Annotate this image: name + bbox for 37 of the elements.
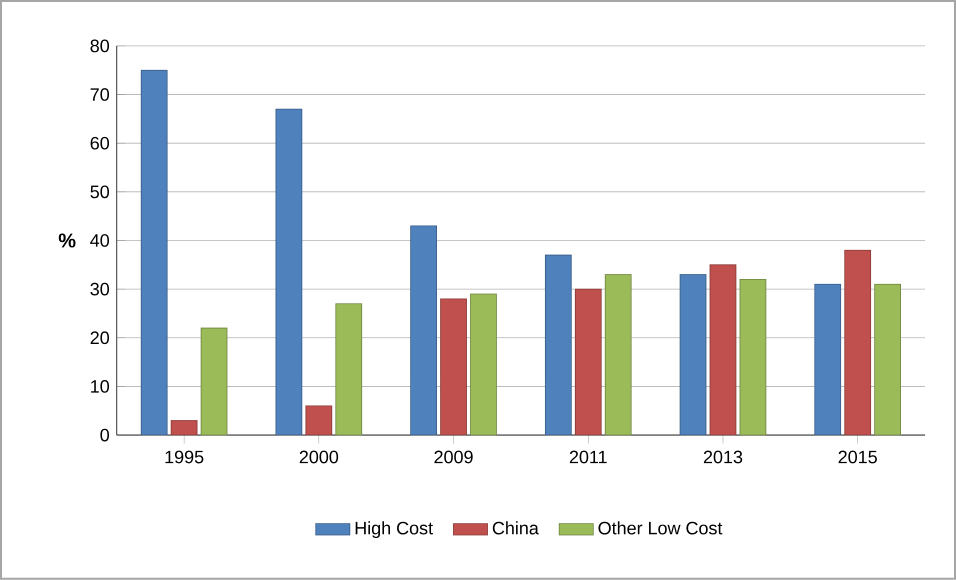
bar <box>710 264 736 436</box>
legend-label: High Cost <box>356 521 433 538</box>
bar <box>680 274 706 436</box>
bar <box>440 298 467 436</box>
y-tick-label: 70 <box>90 88 110 102</box>
bar <box>844 250 872 436</box>
bar <box>470 294 497 436</box>
y-tick-label: 50 <box>90 186 110 198</box>
bar <box>140 70 168 436</box>
bar <box>410 226 437 436</box>
y-axis-title: % <box>58 234 76 248</box>
x-tick-label: 2013 <box>704 450 742 464</box>
bar <box>200 328 228 436</box>
bar <box>574 288 602 436</box>
bar <box>874 284 902 436</box>
y-tick-label: 40 <box>90 234 110 247</box>
x-tick-label: 2000 <box>300 450 338 464</box>
y-tick-label: 60 <box>90 136 110 150</box>
legend-label: China <box>492 521 539 535</box>
bar <box>170 420 198 436</box>
x-tick-label: 2011 <box>570 450 607 464</box>
bar <box>276 108 302 436</box>
y-tick-label: 30 <box>90 282 110 296</box>
bar <box>814 284 842 436</box>
bar <box>335 303 362 436</box>
y-tick-label: 20 <box>90 332 110 344</box>
y-tick-label: 80 <box>90 40 110 52</box>
bar <box>604 274 632 436</box>
bar <box>740 279 766 436</box>
x-tick-label: 2015 <box>838 450 877 464</box>
y-tick-label: 10 <box>91 380 110 393</box>
x-tick-label: 2009 <box>434 450 473 464</box>
x-tick-label: 1995 <box>166 450 204 464</box>
bar <box>305 406 332 436</box>
legend-label: Other Low Cost <box>598 521 722 535</box>
y-tick-label: 0 <box>100 428 110 442</box>
bar <box>544 254 572 436</box>
